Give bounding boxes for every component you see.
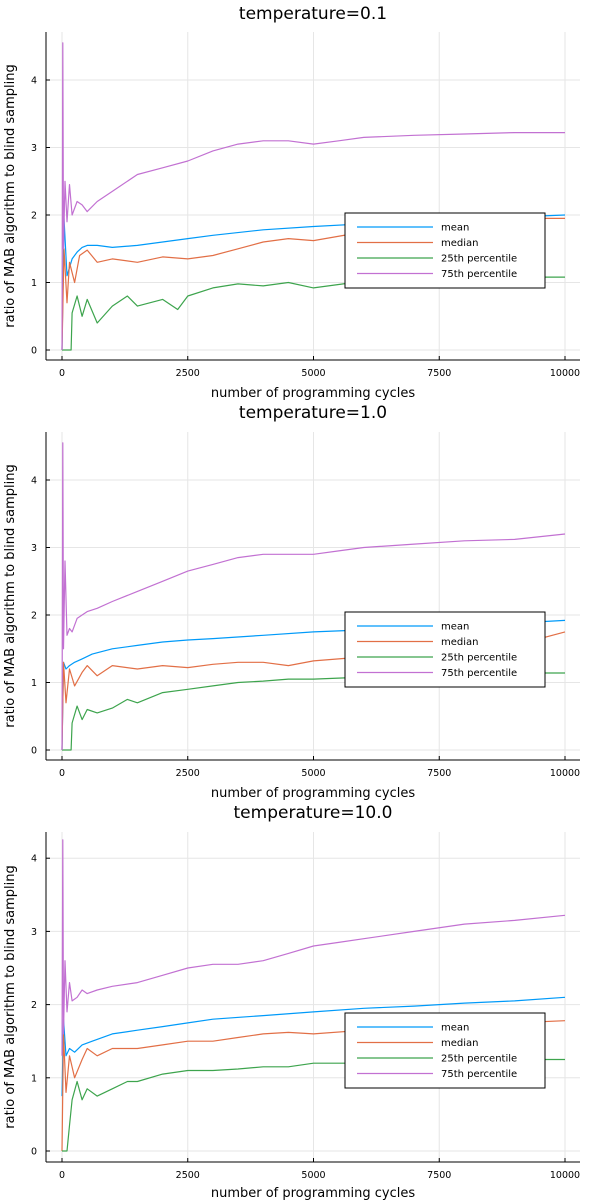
- y-axis-label: ratio of MAB algorithm to blind sampling: [3, 865, 18, 1128]
- legend-label: mean: [441, 622, 469, 633]
- x-tick-label: 2500: [176, 1170, 200, 1181]
- chart-panel-1: 0 2500 5000 7500 10000 0 1 2 3 4 temperature=0.1 nu…: [3, 4, 580, 401]
- series-line-p75: [61, 442, 566, 751]
- y-tick-label: 2: [31, 211, 37, 222]
- x-tick-label: 5000: [301, 368, 325, 379]
- x-tick-label: 0: [59, 1170, 65, 1181]
- x-tick-label: 2500: [176, 368, 200, 379]
- x-tick-label: 7500: [427, 768, 451, 779]
- x-tick-label: 10000: [550, 368, 580, 379]
- x-tick-label: 5000: [301, 1170, 325, 1181]
- y-tick-label: 2: [31, 611, 37, 622]
- y-axis-label: ratio of MAB algorithm to blind sampling: [3, 64, 18, 327]
- chart-title: temperature=1.0: [239, 403, 387, 423]
- y-tick-label: 0: [31, 1147, 37, 1158]
- x-tick-label: 7500: [427, 368, 451, 379]
- x-tick-label: 10000: [550, 768, 580, 779]
- y-tick-label: 0: [31, 746, 37, 757]
- legend-label: 25th percentile: [441, 1054, 517, 1065]
- y-tick-label: 4: [31, 76, 37, 87]
- x-tick-label: 0: [59, 768, 65, 779]
- x-tick-label: 7500: [427, 1170, 451, 1181]
- y-tick-label: 4: [31, 476, 37, 487]
- legend-box: [344, 212, 546, 289]
- x-tick-label: 10000: [550, 1170, 580, 1181]
- chart-panel-2: 0 2500 5000 7500 10000 0 1 2 3 4 temperature=1.0 nu…: [3, 403, 580, 801]
- legend-box: [344, 611, 546, 688]
- legend: mean median 25th percentile 75th percentile: [344, 611, 546, 688]
- legend-label: 25th percentile: [441, 254, 517, 265]
- legend-label: 75th percentile: [441, 269, 517, 280]
- legend-box: [344, 1012, 546, 1089]
- chart-title: temperature=0.1: [239, 4, 387, 24]
- legend-label: mean: [441, 1023, 469, 1034]
- legend-label: 75th percentile: [441, 668, 517, 679]
- y-tick-label: 1: [31, 278, 37, 289]
- y-tick-label: 3: [31, 143, 37, 154]
- x-axis-label: number of programming cycles: [211, 1186, 416, 1200]
- y-tick-label: 2: [31, 1000, 37, 1011]
- series-line-p75: [61, 42, 565, 351]
- x-tick-label: 2500: [176, 768, 200, 779]
- y-tick-label: 0: [31, 346, 37, 357]
- y-tick-label: 3: [31, 543, 37, 554]
- legend-label: 25th percentile: [441, 653, 517, 664]
- x-axis-label: number of programming cycles: [211, 386, 416, 401]
- y-tick-label: 1: [31, 678, 37, 689]
- legend-label: 75th percentile: [441, 1069, 517, 1080]
- legend-label: mean: [441, 223, 469, 234]
- y-tick-label: 3: [31, 927, 37, 938]
- legend: mean median 25th percentile 75th percentile: [344, 1012, 546, 1089]
- legend-label: median: [441, 1038, 479, 1049]
- y-axis-label: ratio of MAB algorithm to blind sampling: [3, 464, 18, 727]
- legend: mean median 25th percentile 75th percentile: [344, 212, 546, 289]
- chart-title: temperature=10.0: [234, 803, 393, 823]
- y-tick-label: 4: [31, 854, 37, 865]
- legend-label: median: [441, 238, 479, 249]
- x-tick-label: 0: [59, 368, 65, 379]
- legend-label: median: [441, 637, 479, 648]
- series-line-mean: [61, 996, 566, 1097]
- chart-panel-3: 0 2500 5000 7500 10000 0 1 2 3 4 temperature=10.0 n…: [3, 803, 580, 1200]
- y-tick-label: 1: [31, 1073, 37, 1084]
- x-tick-label: 5000: [301, 768, 325, 779]
- series-line-p75: [61, 839, 566, 1056]
- x-axis-label: number of programming cycles: [211, 786, 416, 801]
